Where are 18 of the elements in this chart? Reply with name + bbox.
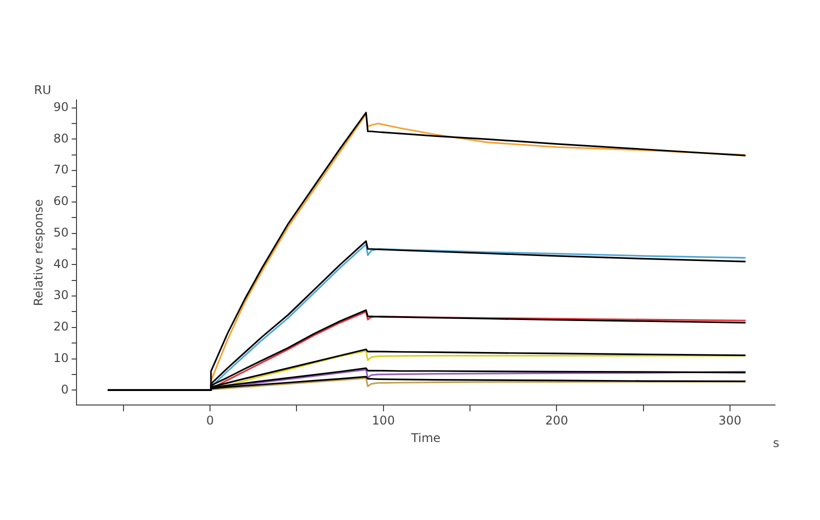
x-axis-title: Time: [410, 430, 441, 445]
text: s: [773, 436, 780, 450]
y-tick-label: 0: [61, 382, 69, 396]
x-tick-label: 300: [718, 414, 742, 428]
y-tick-label: 20: [53, 320, 69, 334]
x-tick-label: 100: [372, 414, 395, 428]
y-axis-title: Relative response: [31, 199, 46, 306]
y-tick-label: 10: [53, 350, 69, 365]
y-tick-label: 60: [53, 194, 69, 208]
y-tick-label: 80: [53, 131, 69, 146]
y-tick-label: 90: [53, 100, 69, 114]
x-tick-label: 200: [545, 414, 568, 428]
y-tick-label: 70: [53, 162, 69, 177]
y-tick-label: 50: [53, 225, 69, 240]
y-tick-label: 40: [53, 256, 69, 271]
text: RU: [34, 83, 52, 97]
y-tick-label: 30: [53, 288, 69, 302]
x-tick-label: 0: [206, 414, 214, 428]
